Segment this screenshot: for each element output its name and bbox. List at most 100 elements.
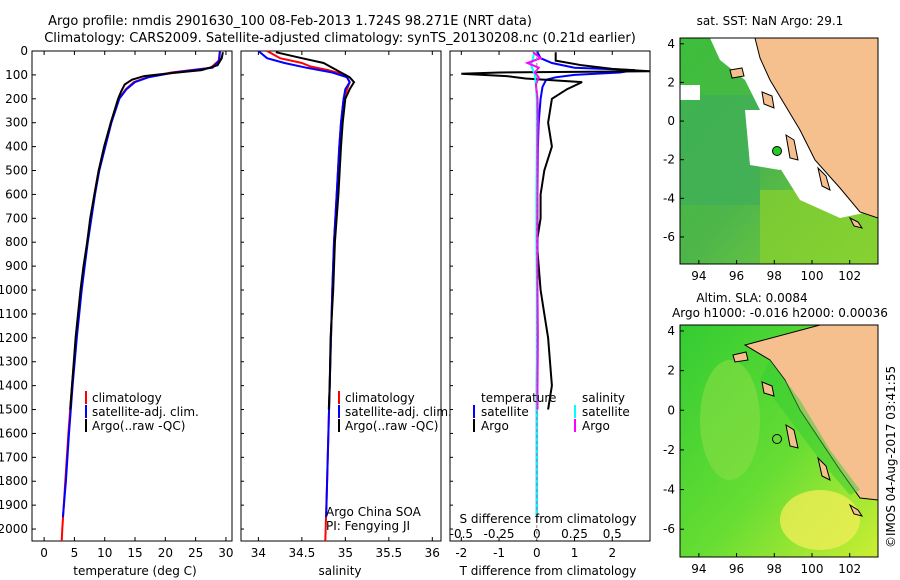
- depth-tick-label: 500: [5, 164, 28, 178]
- depth-tick-label: 1400: [0, 379, 28, 393]
- legend-label-climatology: climatology: [92, 391, 162, 405]
- temperature-legend: climatology satellite-adj. clim. Argo(..…: [85, 391, 199, 433]
- depth-tick-label: 1000: [0, 283, 28, 297]
- salinity-panel-frame: [240, 50, 442, 542]
- sla-map: [680, 325, 878, 557]
- x-tick-label: 2: [608, 546, 616, 560]
- depth-tick-label: 1200: [0, 331, 28, 345]
- sst-map-frame: [679, 37, 879, 265]
- depth-tick-label: 1800: [0, 474, 28, 488]
- depth-tick-label: 1900: [0, 498, 28, 512]
- x-tick-label: 20: [158, 546, 173, 560]
- x-tick-label: 15: [127, 546, 142, 560]
- difference-series: [461, 50, 651, 541]
- legend-title-salinity: salinity: [582, 391, 625, 405]
- legend-label-satellite: satellite-adj. clim.: [92, 405, 199, 419]
- series-line-t-satellite: [535, 50, 636, 518]
- lon-tick-label: 100: [801, 562, 824, 576]
- island: [817, 166, 831, 191]
- legend-label-climatology: climatology: [345, 391, 415, 405]
- sla-map-frame: [679, 324, 879, 558]
- lat-tick-label: 2: [667, 75, 675, 89]
- island: [732, 351, 749, 363]
- s-tick-label: -0.5: [450, 527, 473, 541]
- sla-field-patch: [700, 360, 760, 480]
- depth-tick-label: 300: [5, 116, 28, 130]
- lat-tick-label: -4: [663, 483, 675, 497]
- lon-tick-label: 98: [767, 562, 782, 576]
- imos-footer: ©IMOS 04-Aug-2017 03:41:55: [884, 366, 898, 548]
- s-difference-ticks: -0.5-0.2500.250.5: [450, 527, 622, 541]
- missing-data-patch: [745, 110, 800, 170]
- difference-x-ticks: -2 -1 0 1 2: [455, 51, 616, 560]
- series-line-climatology: [60, 50, 221, 542]
- coast-shelf: [760, 360, 860, 495]
- argo-float-marker: [772, 434, 782, 444]
- lat-tick-label: -4: [663, 191, 675, 205]
- x-tick-label: 30: [218, 546, 233, 560]
- difference-legend: temperature salinity satellite Argo sate…: [473, 391, 630, 433]
- island: [761, 381, 775, 397]
- lon-tick-label: 100: [801, 269, 824, 283]
- sst-map-title: sat. SST: NaN Argo: 29.1: [697, 14, 844, 28]
- x-tick-label: 1: [571, 546, 579, 560]
- lon-tick-label: 96: [729, 269, 744, 283]
- depth-axis: 0 100 200 300 400 500 600 700 800 900 1000 1100 1200…: [0, 44, 453, 536]
- x-tick-label: 25: [188, 546, 203, 560]
- temperature-xlabel: temperature (deg C): [73, 564, 196, 578]
- x-tick-label: 34.5: [289, 546, 316, 560]
- x-tick-label: 34: [251, 546, 266, 560]
- lat-tick-label: 4: [667, 324, 675, 338]
- difference-panel-frame: [449, 50, 651, 542]
- x-tick-label: 35.5: [375, 546, 402, 560]
- depth-tick-label: 900: [5, 259, 28, 273]
- x-tick-label: 10: [97, 546, 112, 560]
- series-line-climatology: [266, 50, 351, 542]
- lat-tick-label: -6: [663, 230, 675, 244]
- sla-map-title-1: Altim. SLA: 0.0084: [696, 291, 807, 305]
- legend-label-t-argo: Argo: [481, 419, 509, 433]
- lat-tick-label: 2: [667, 364, 675, 378]
- x-tick-label: 35: [338, 546, 353, 560]
- salinity-x-ticks: 34 34.5 35 35.5 36: [251, 51, 440, 560]
- x-tick-label: 0: [533, 546, 541, 560]
- s-tick-label: 0.25: [561, 527, 588, 541]
- salinity-series: [257, 50, 356, 542]
- series-line-s-satellite: [530, 50, 538, 518]
- argo-institution: Argo China SOA: [326, 505, 422, 519]
- legend-label-s-argo: Argo: [582, 419, 610, 433]
- x-tick-label: -1: [493, 546, 505, 560]
- temperature-x-ticks: 0 5 10 15 20 25 30: [40, 51, 234, 560]
- argo-pi: PI: Fengying JI: [326, 519, 410, 533]
- depth-tick-label: 1500: [0, 403, 28, 417]
- x-tick-label: 5: [71, 546, 79, 560]
- x-tick-label: 36: [425, 546, 440, 560]
- depth-tick-label: 1700: [0, 450, 28, 464]
- missing-data-patch: [680, 85, 700, 100]
- lon-tick-label: 96: [729, 562, 744, 576]
- island: [848, 503, 864, 517]
- s-tick-label: 0.5: [603, 527, 622, 541]
- series-line-s-argo: [524, 51, 543, 410]
- lat-tick-label: 0: [667, 403, 675, 417]
- x-tick-label: -2: [455, 546, 467, 560]
- depth-tick-label: 400: [5, 140, 28, 154]
- sla-map-ticks: 94 96 98 100 102 4 2 0 -2 -4 -6: [663, 324, 861, 576]
- salinity-xlabel: salinity: [318, 564, 361, 578]
- lon-tick-label: 94: [691, 562, 706, 576]
- sumatra-land: [754, 38, 878, 219]
- lon-tick-label: 94: [691, 269, 706, 283]
- header-line-2: Climatology: CARS2009. Satellite-adjuste…: [44, 31, 636, 46]
- s-difference-label: S difference from climatology: [460, 512, 637, 526]
- island: [785, 423, 799, 449]
- island: [729, 67, 745, 79]
- depth-tick-label: 700: [5, 211, 28, 225]
- sla-field-patch: [780, 490, 860, 550]
- series-line-satellite-adj-clim-: [257, 50, 351, 518]
- lon-tick-label: 98: [767, 269, 782, 283]
- island: [848, 216, 864, 229]
- temperature-panel-frame: [31, 50, 233, 542]
- island: [785, 133, 799, 161]
- depth-tick-label: 1100: [0, 307, 28, 321]
- lon-tick-label: 102: [838, 269, 861, 283]
